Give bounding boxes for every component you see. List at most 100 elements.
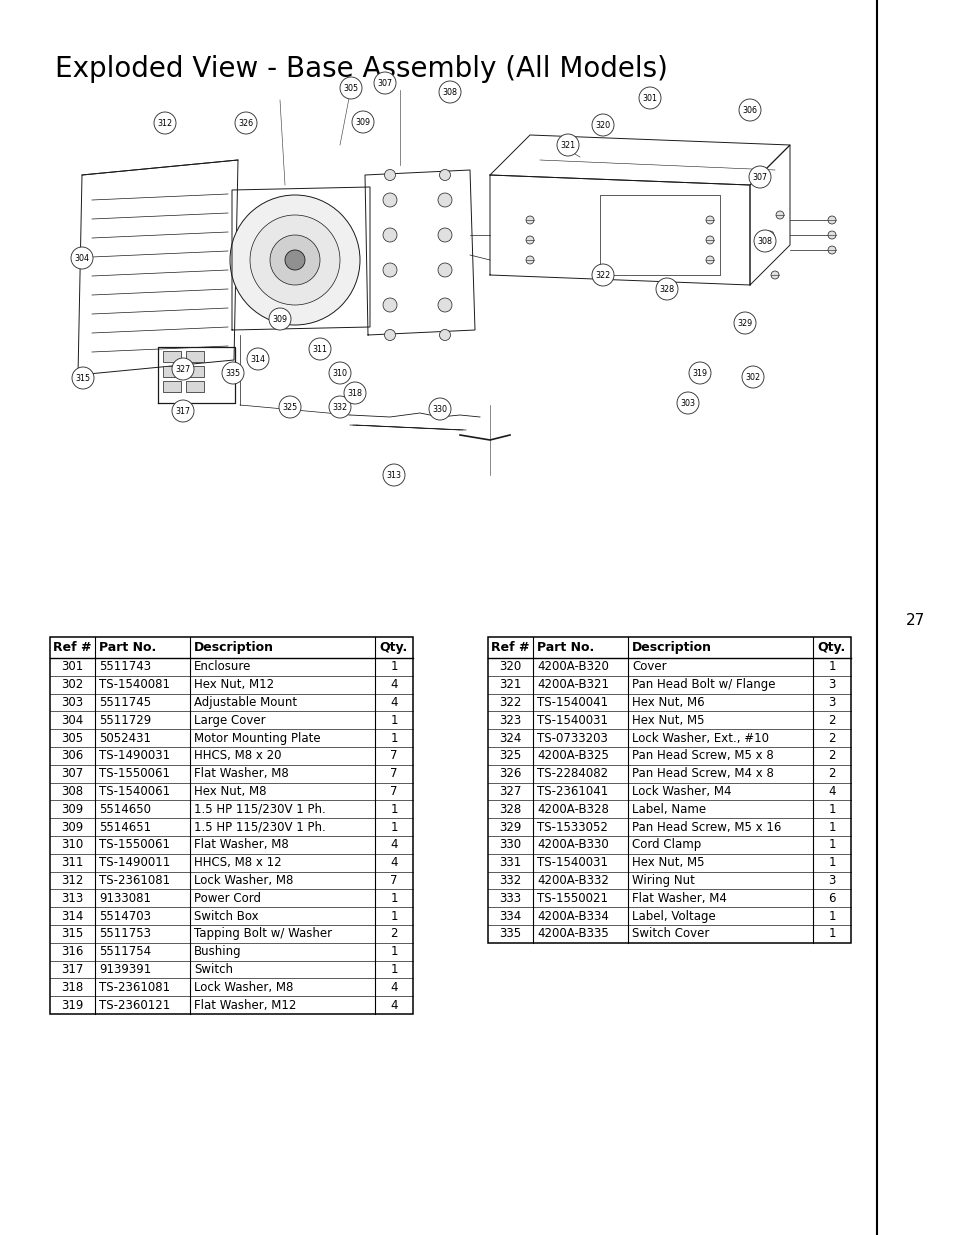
Circle shape [270, 235, 319, 285]
Circle shape [278, 396, 301, 417]
Text: Pan Head Bolt w/ Flange: Pan Head Bolt w/ Flange [631, 678, 775, 692]
Text: 326: 326 [238, 119, 253, 127]
Circle shape [525, 236, 534, 245]
Text: 7: 7 [390, 767, 397, 781]
Text: Flat Washer, M12: Flat Washer, M12 [193, 999, 296, 1011]
Text: 320: 320 [595, 121, 610, 130]
Text: 4200A-B332: 4200A-B332 [537, 874, 608, 887]
Text: TS-1540041: TS-1540041 [537, 697, 607, 709]
Circle shape [741, 366, 763, 388]
Text: Pan Head Screw, M4 x 8: Pan Head Screw, M4 x 8 [631, 767, 773, 781]
Text: 319: 319 [692, 368, 707, 378]
Text: 5052431: 5052431 [99, 731, 151, 745]
Circle shape [688, 362, 710, 384]
Text: Ref #: Ref # [491, 641, 529, 655]
Circle shape [309, 338, 331, 359]
Text: 4: 4 [390, 999, 397, 1011]
Text: Part No.: Part No. [99, 641, 156, 655]
Text: Switch: Switch [193, 963, 233, 976]
Circle shape [677, 391, 699, 414]
Circle shape [250, 215, 339, 305]
Text: 27: 27 [905, 613, 924, 627]
Text: 1.5 HP 115/230V 1 Ph.: 1.5 HP 115/230V 1 Ph. [193, 803, 325, 816]
Text: TS-2361041: TS-2361041 [537, 785, 608, 798]
Text: 1: 1 [390, 945, 397, 958]
Text: 4: 4 [390, 856, 397, 869]
Text: 5514650: 5514650 [99, 803, 151, 816]
Circle shape [437, 193, 452, 207]
Text: Bushing: Bushing [193, 945, 241, 958]
Circle shape [748, 165, 770, 188]
Text: Lock Washer, M4: Lock Washer, M4 [631, 785, 731, 798]
Text: 317: 317 [61, 963, 84, 976]
Circle shape [739, 99, 760, 121]
Circle shape [437, 228, 452, 242]
Circle shape [329, 396, 351, 417]
Text: 328: 328 [498, 803, 521, 816]
Circle shape [525, 256, 534, 264]
Text: 314: 314 [251, 354, 265, 363]
Text: 2: 2 [390, 927, 397, 940]
Text: TS-1540031: TS-1540031 [537, 856, 607, 869]
Text: Switch Cover: Switch Cover [631, 927, 709, 940]
Circle shape [525, 216, 534, 224]
Circle shape [765, 231, 773, 240]
Text: 306: 306 [61, 750, 84, 762]
Text: 1: 1 [390, 731, 397, 745]
Text: 310: 310 [333, 368, 347, 378]
Text: Flat Washer, M8: Flat Washer, M8 [193, 767, 289, 781]
Circle shape [753, 230, 775, 252]
Text: Pan Head Screw, M5 x 8: Pan Head Screw, M5 x 8 [631, 750, 773, 762]
Text: 1: 1 [390, 661, 397, 673]
Circle shape [429, 398, 451, 420]
Text: 1: 1 [390, 963, 397, 976]
Text: TS-2361081: TS-2361081 [99, 981, 170, 994]
Text: TS-0733203: TS-0733203 [537, 731, 607, 745]
Text: Enclosure: Enclosure [193, 661, 251, 673]
Text: TS-1490011: TS-1490011 [99, 856, 170, 869]
Text: 332: 332 [332, 403, 347, 411]
Text: 326: 326 [498, 767, 521, 781]
Text: 309: 309 [61, 803, 84, 816]
Text: TS-1550061: TS-1550061 [99, 767, 170, 781]
Text: TS-1540081: TS-1540081 [99, 678, 170, 692]
Text: 312: 312 [61, 874, 84, 887]
Text: TS-2284082: TS-2284082 [537, 767, 607, 781]
Text: 1: 1 [827, 839, 835, 851]
Circle shape [384, 169, 395, 180]
Text: Large Cover: Large Cover [193, 714, 265, 727]
Text: 332: 332 [498, 874, 521, 887]
Text: 1: 1 [390, 820, 397, 834]
Text: 6: 6 [827, 892, 835, 905]
Bar [186, 382, 204, 391]
Text: 1.5 HP 115/230V 1 Ph.: 1.5 HP 115/230V 1 Ph. [193, 820, 325, 834]
Text: Adjustable Mount: Adjustable Mount [193, 697, 296, 709]
Text: TS-1550061: TS-1550061 [99, 839, 170, 851]
Text: Lock Washer, Ext., #10: Lock Washer, Ext., #10 [631, 731, 768, 745]
Circle shape [705, 256, 713, 264]
Text: Flat Washer, M8: Flat Washer, M8 [193, 839, 289, 851]
Text: 317: 317 [175, 406, 191, 415]
Text: TS-1540061: TS-1540061 [99, 785, 170, 798]
Text: 327: 327 [175, 364, 191, 373]
Text: 1: 1 [390, 892, 397, 905]
Text: 311: 311 [313, 345, 327, 353]
Text: 313: 313 [386, 471, 401, 479]
Text: Hex Nut, M12: Hex Nut, M12 [193, 678, 274, 692]
Circle shape [439, 169, 450, 180]
Text: 315: 315 [61, 927, 84, 940]
Text: 4: 4 [390, 981, 397, 994]
Text: 314: 314 [61, 910, 84, 923]
Text: TS-2360121: TS-2360121 [99, 999, 170, 1011]
Circle shape [382, 228, 396, 242]
Text: 2: 2 [827, 714, 835, 727]
Text: Power Cord: Power Cord [193, 892, 261, 905]
Text: 1: 1 [390, 910, 397, 923]
Text: 1: 1 [827, 803, 835, 816]
Circle shape [827, 231, 835, 240]
Circle shape [592, 114, 614, 136]
Circle shape [382, 298, 396, 312]
Circle shape [344, 382, 366, 404]
Text: 1: 1 [827, 856, 835, 869]
Circle shape [285, 249, 305, 270]
